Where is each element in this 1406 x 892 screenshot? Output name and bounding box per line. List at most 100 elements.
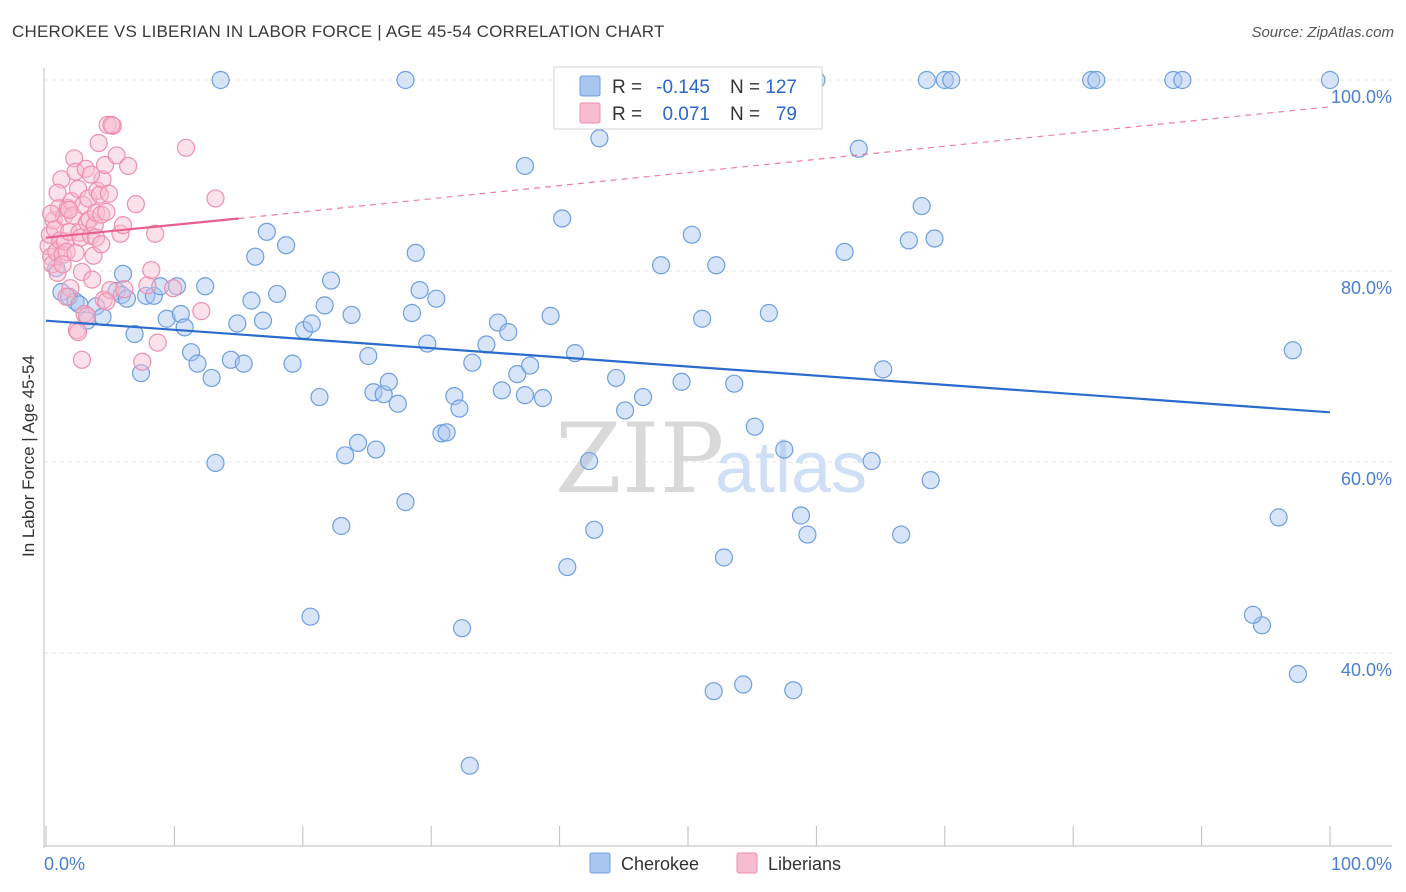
data-point-cherokee [125, 324, 144, 344]
data-point-cherokee [477, 335, 496, 354]
data-point-cherokee [515, 386, 535, 405]
data-point-liberian [61, 279, 80, 298]
data-point-cherokee [1173, 70, 1192, 90]
data-point-liberian [94, 290, 113, 309]
data-point-liberian [146, 224, 165, 243]
bottom-legend-label-liberians: Liberians [768, 854, 841, 874]
data-point-liberian [164, 279, 183, 298]
stats-legend: R = -0.145 N = 127 R = 0.071 N = 79 [553, 66, 823, 130]
legend-r-label-cherokee: R = [612, 77, 642, 98]
data-point-liberian [48, 263, 67, 283]
data-point-cherokee [211, 70, 230, 90]
data-point-cherokee [651, 256, 671, 275]
legend-swatch-liberians [579, 102, 601, 124]
data-point-cherokee [157, 309, 176, 328]
data-point-liberian [99, 184, 119, 203]
series-legend: Cherokee Liberians [589, 852, 841, 874]
data-point-cherokee [348, 433, 368, 452]
data-point-cherokee [520, 356, 540, 375]
data-point-cherokee [899, 231, 918, 250]
data-point-cherokee [93, 307, 112, 326]
data-point-cherokee [315, 296, 334, 315]
data-point-liberian [92, 205, 111, 224]
y-axis-title: In Labor Force | Age 45-54 [19, 355, 38, 557]
data-point-cherokee [359, 346, 378, 366]
data-point-liberian [72, 262, 92, 282]
data-point-liberian [40, 225, 59, 244]
data-point-liberian [97, 292, 116, 311]
data-point-liberian [60, 200, 79, 219]
y-tick-label-60: 60.0% [1341, 469, 1392, 489]
data-point-liberian [148, 333, 167, 352]
data-point-cherokee [585, 520, 604, 539]
data-point-cherokee [463, 353, 482, 372]
data-point-cherokee [450, 399, 469, 418]
data-point-liberian [142, 260, 161, 280]
legend-n-label-cherokee: N = [730, 77, 760, 98]
data-point-liberian [42, 204, 61, 223]
data-point-liberian [102, 115, 121, 134]
data-point-cherokee [1283, 341, 1302, 360]
data-point-cherokee [283, 354, 302, 373]
data-point-liberian [68, 323, 88, 342]
legend-r-value-liberians: 0.071 [662, 104, 710, 125]
data-point-cherokee [257, 222, 276, 241]
data-point-cherokee [246, 247, 265, 266]
data-point-cherokee [188, 354, 207, 373]
data-point-cherokee [379, 372, 398, 391]
trend-line-cherokee [45, 319, 1331, 414]
data-point-cherokee [558, 557, 577, 577]
legend-r-value-cherokee: -0.145 [656, 77, 710, 98]
data-point-liberian [83, 270, 102, 289]
bottom-legend-label-cherokee: Cherokee [621, 854, 699, 874]
source-credit: Source: ZipAtlas.com [1251, 24, 1394, 41]
data-point-liberian [98, 115, 117, 134]
data-point-cherokee [791, 506, 811, 525]
data-point-cherokee [234, 354, 253, 373]
data-point-cherokee [912, 196, 931, 216]
data-point-cherokee [615, 401, 635, 420]
watermark: ZIP atlas [555, 403, 867, 515]
data-point-cherokee [682, 225, 701, 244]
y-tick-label-100: 100.0% [1331, 87, 1392, 107]
data-point-cherokee [175, 318, 194, 337]
data-point-cherokee [1269, 508, 1288, 527]
data-point-cherokee [432, 424, 451, 443]
data-point-cherokee [606, 368, 626, 388]
data-point-cherokee [862, 451, 881, 471]
data-point-cherokee [396, 493, 415, 512]
data-point-cherokee [672, 372, 691, 391]
data-point-cherokee [533, 388, 553, 408]
trend-line-liberian [45, 217, 239, 239]
data-point-liberian [65, 149, 84, 168]
watermark-zip: ZIP [555, 403, 724, 515]
data-point-cherokee [302, 314, 321, 333]
x-axis-ticks [45, 826, 1331, 846]
data-point-cherokee [775, 440, 794, 459]
data-point-cherokee [196, 277, 215, 296]
data-point-cherokee [366, 440, 386, 459]
y-tick-label-80: 80.0% [1341, 278, 1392, 298]
trend-lines [45, 106, 1331, 414]
trend-line-extension-liberian [238, 106, 1331, 220]
data-point-cherokee [427, 289, 446, 308]
data-point-cherokee [508, 365, 527, 384]
data-point-liberian [48, 183, 67, 202]
data-point-cherokee [277, 236, 296, 255]
data-point-liberian [133, 352, 152, 371]
bottom-legend-swatch-cherokee [589, 852, 611, 874]
y-axis-tick-labels: 100.0% 80.0% 60.0% 40.0% [1331, 87, 1392, 680]
data-point-cherokee [835, 242, 854, 261]
data-point-cherokee [1243, 605, 1263, 624]
data-point-cherokee [725, 374, 744, 393]
data-point-cherokee [388, 394, 407, 413]
data-point-cherokee [714, 548, 734, 567]
data-point-cherokee [410, 281, 429, 300]
data-point-cherokee [113, 264, 133, 283]
data-point-cherokee [202, 368, 221, 388]
data-point-cherokee [745, 417, 764, 436]
data-point-cherokee [1087, 70, 1106, 90]
data-point-cherokee [693, 309, 712, 328]
data-point-liberian [192, 302, 211, 321]
